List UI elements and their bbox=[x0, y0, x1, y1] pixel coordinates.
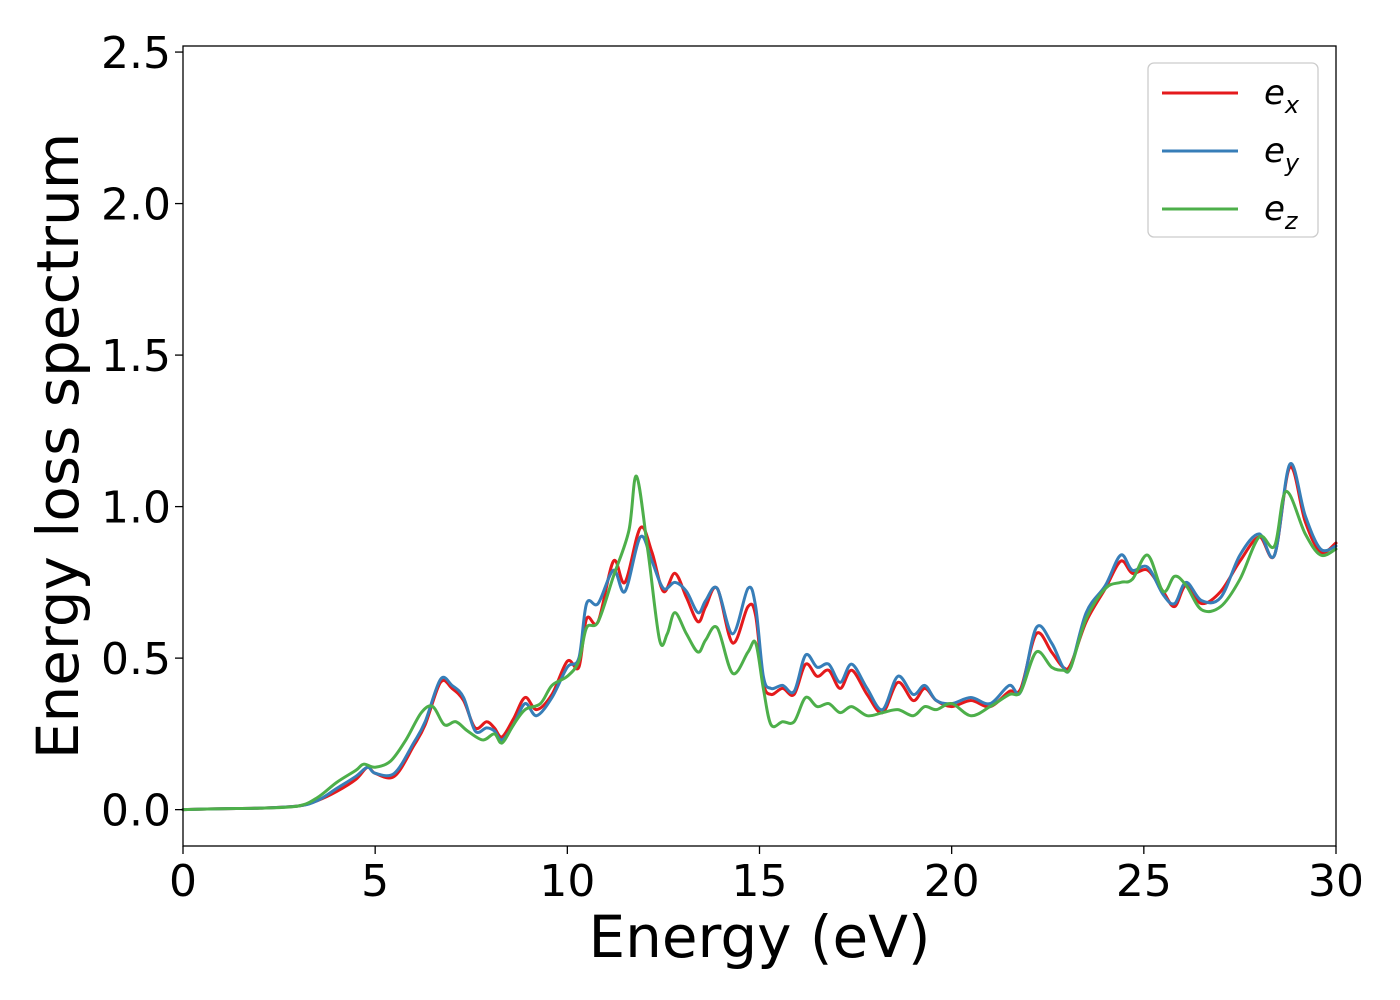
y-tick-label: 2.0 bbox=[101, 180, 171, 231]
y-axis-label: Energy loss spectrum bbox=[24, 133, 92, 759]
x-tick-label: 30 bbox=[1308, 856, 1364, 907]
plot-background bbox=[183, 46, 1336, 846]
x-tick-label: 20 bbox=[924, 856, 980, 907]
series-line-ez bbox=[181, 474, 1338, 812]
x-tick-label: 25 bbox=[1116, 856, 1172, 907]
y-axis: 0.0 0.5 1.0 1.5 2.0 2.5 bbox=[101, 28, 183, 837]
legend-label-ex: ex bbox=[1264, 73, 1300, 119]
legend-label-ey: ey bbox=[1264, 131, 1300, 177]
series-layer bbox=[181, 462, 1338, 812]
y-tick-label: 1.0 bbox=[101, 483, 171, 534]
x-axis-label: Energy (eV) bbox=[588, 903, 930, 971]
x-tick-label: 5 bbox=[361, 856, 389, 907]
y-tick-label: 2.5 bbox=[101, 28, 171, 79]
legend: ex ey ez bbox=[1147, 62, 1319, 238]
y-tick-label: 0.0 bbox=[101, 786, 171, 837]
legend-label-ez: ez bbox=[1264, 189, 1299, 235]
series-line-ey bbox=[181, 462, 1338, 812]
x-tick-label: 10 bbox=[539, 856, 595, 907]
y-tick-label: 0.5 bbox=[101, 634, 171, 685]
x-tick-label: 15 bbox=[732, 856, 788, 907]
y-tick-label: 1.5 bbox=[101, 331, 171, 382]
x-axis: 0 5 10 15 20 25 30 bbox=[169, 846, 1364, 907]
x-tick-label: 0 bbox=[169, 856, 197, 907]
